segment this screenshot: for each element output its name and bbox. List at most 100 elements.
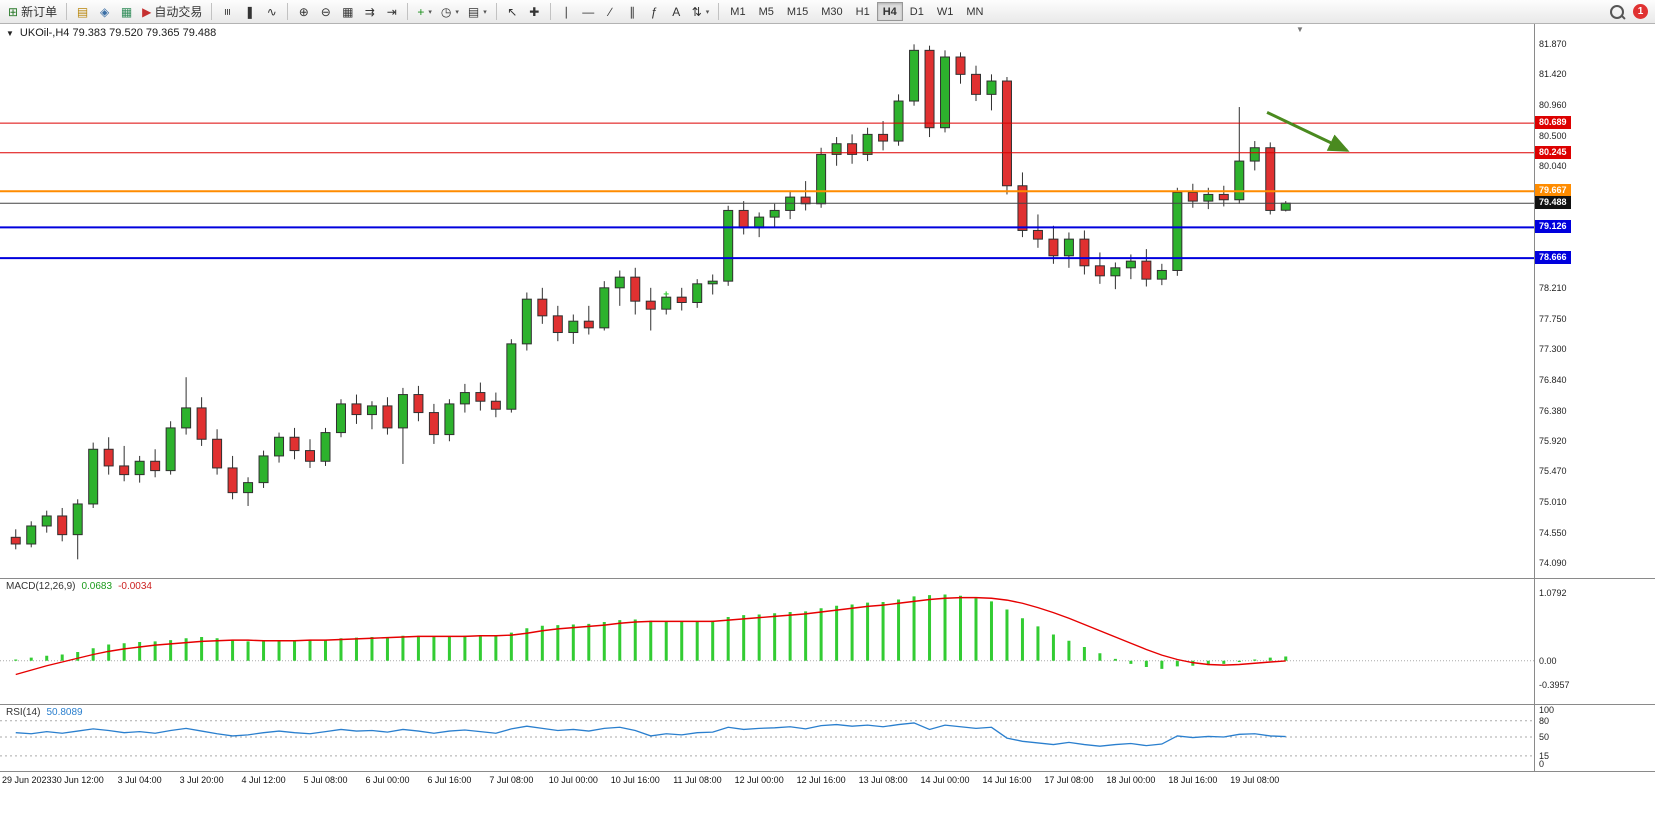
bearish-candle — [382, 397, 393, 435]
macd-axis[interactable]: 1.0792 0.00 -0.3957 — [1534, 579, 1655, 704]
crosshair-button[interactable]: ✚ — [524, 2, 545, 21]
bearish-candle — [413, 385, 424, 422]
bearish-candle — [537, 287, 548, 324]
bullish-candle — [397, 387, 408, 464]
new-order-label: 新订单 — [21, 5, 58, 19]
price-axis[interactable]: 81.87081.42080.96080.50080.04079.58079.1… — [1534, 24, 1655, 578]
timeframe-h1-button[interactable]: H1 — [850, 2, 876, 21]
chart-dropdown-icon[interactable]: ▼ — [6, 28, 14, 38]
tile-windows-icon: ▦ — [342, 4, 354, 19]
bar-chart-button[interactable]: ≡ — [217, 2, 238, 21]
bullish-candle — [1156, 263, 1167, 286]
bearish-candle — [630, 267, 641, 315]
time-axis-label: 3 Jul 20:00 — [179, 775, 224, 785]
toolbar-separator — [211, 3, 213, 20]
cross-marker[interactable]: + — [663, 289, 669, 300]
search-icon[interactable] — [1610, 4, 1624, 19]
rsi-value: 50.8089 — [46, 707, 83, 718]
tile-windows-button[interactable]: ▦ — [337, 2, 358, 21]
chart-title: ▼ UKOil-,H4 79.383 79.520 79.365 79.488 — [6, 27, 216, 39]
axis-label: 0 — [1539, 759, 1545, 769]
fibonacci-button[interactable]: ƒ — [644, 2, 665, 21]
time-axis-label: 18 Jul 00:00 — [1106, 775, 1156, 785]
bearish-candle — [10, 529, 21, 550]
text-icon: A — [672, 4, 681, 19]
bearish-candle — [103, 437, 114, 475]
bullish-candle — [506, 339, 517, 413]
timeframe-h4-button[interactable]: H4 — [876, 2, 903, 21]
bearish-candle — [552, 305, 563, 342]
bullish-candle — [707, 274, 718, 295]
timeframe-m5-button[interactable]: M5 — [753, 2, 780, 21]
bullish-candle — [444, 399, 455, 442]
indicators-button[interactable]: + ▾ — [413, 2, 436, 21]
chart-shift-button[interactable]: ⇥ — [381, 2, 402, 21]
bullish-candle — [320, 427, 331, 466]
axis-label: 77.750 — [1539, 314, 1567, 325]
bullish-candle — [26, 521, 37, 548]
terminal-button[interactable]: ▦ — [116, 2, 137, 21]
equidistant-channel-button[interactable]: ∥ — [622, 2, 643, 21]
timeframe-mn-button[interactable]: MN — [960, 2, 989, 21]
time-axis[interactable]: 29 Jun 2023 30 Jun 12:00 3 Jul 04:00 3 Jul … — [0, 772, 1655, 790]
vertical-line-button[interactable]: ∣ — [556, 2, 577, 21]
time-axis-label: 30 Jun 12:00 — [51, 775, 104, 785]
line-chart-button[interactable]: ∿ — [261, 2, 282, 21]
toolbar-separator — [549, 3, 551, 20]
bullish-candle — [1110, 262, 1121, 290]
chart-tools-group: ≡ ❚ ∿ ⊕ ⊖ ▦ ⇉ ⇥ + ▾ ◷ ▾ ▤ ▾ ↖ ✚ ∣ ― ∕ ∥ ƒ A ⇅ ▾ — [217, 2, 713, 21]
navigator-button[interactable]: ◈ — [94, 2, 115, 21]
price-chart[interactable]: + — [0, 24, 1534, 578]
periods-button[interactable]: ◷ ▾ — [437, 2, 463, 21]
auto-scroll-icon: ⇉ — [364, 4, 375, 19]
bearish-candle — [800, 181, 811, 211]
new-order-button[interactable]: ⊞ 新订单 — [4, 2, 61, 21]
toolbar-right-group: 1 — [1610, 4, 1651, 19]
chevron-down-icon: ▾ — [705, 8, 710, 16]
time-axis-label: 7 Jul 08:00 — [489, 775, 534, 785]
toolbar-separator — [407, 3, 409, 20]
time-axis-label: 3 Jul 04:00 — [117, 775, 162, 785]
macd-chart[interactable] — [0, 579, 1534, 704]
bearish-candle — [57, 507, 68, 542]
autotrading-button[interactable]: ▶ 自动交易 — [138, 2, 206, 21]
timeframe-m1-button[interactable]: M1 — [724, 2, 751, 21]
bullish-candle — [1063, 232, 1074, 268]
templates-button[interactable]: ▤ ▾ — [464, 2, 491, 21]
toolbar-separator — [718, 3, 720, 20]
macd-histogram — [14, 594, 1288, 669]
chart-shift-marker[interactable]: ▼ — [1296, 25, 1304, 34]
zoom-in-button[interactable]: ⊕ — [293, 2, 314, 21]
timeframe-m15-button[interactable]: M15 — [781, 2, 814, 21]
horizontal-line-button[interactable]: ― — [578, 2, 599, 21]
bearish-candle — [955, 52, 966, 84]
toolbar-separator — [287, 3, 289, 20]
timeframe-m30-button[interactable]: M30 — [815, 2, 848, 21]
notification-badge[interactable]: 1 — [1633, 4, 1648, 19]
cursor-button[interactable]: ↖ — [502, 2, 523, 21]
macd-signal-line — [15, 596, 1286, 676]
text-button[interactable]: A — [666, 2, 687, 21]
macd-label: MACD(12,26,9) 0.0683 -0.0034 — [6, 581, 152, 592]
rsi-axis[interactable]: 100 80 50 15 0 — [1534, 705, 1655, 771]
candlestick-chart-button[interactable]: ❚ — [239, 2, 260, 21]
bearish-candle — [351, 394, 362, 424]
time-axis-label: 11 Jul 08:00 — [673, 775, 722, 785]
arrow-tools-button[interactable]: ⇅ ▾ — [688, 2, 714, 21]
market-watch-button[interactable]: ▤ — [72, 2, 93, 21]
time-axis-label: 17 Jul 08:00 — [1044, 775, 1094, 785]
bar-chart-icon: ≡ — [220, 7, 235, 16]
line-chart-icon: ∿ — [266, 4, 277, 19]
timeframe-w1-button[interactable]: W1 — [931, 2, 960, 21]
trend-arrow-annotation[interactable] — [1266, 111, 1350, 152]
time-axis-label: 6 Jul 00:00 — [365, 775, 410, 785]
auto-scroll-button[interactable]: ⇉ — [359, 2, 380, 21]
timeframe-d1-button[interactable]: D1 — [904, 2, 930, 21]
bullish-candle — [521, 292, 532, 351]
trendline-button[interactable]: ∕ — [600, 2, 621, 21]
rsi-chart[interactable] — [0, 705, 1534, 771]
axis-label: 75.470 — [1539, 466, 1567, 477]
bullish-candle — [785, 190, 796, 220]
zoom-out-button[interactable]: ⊖ — [315, 2, 336, 21]
arrow-tools-icon: ⇅ — [691, 4, 702, 19]
